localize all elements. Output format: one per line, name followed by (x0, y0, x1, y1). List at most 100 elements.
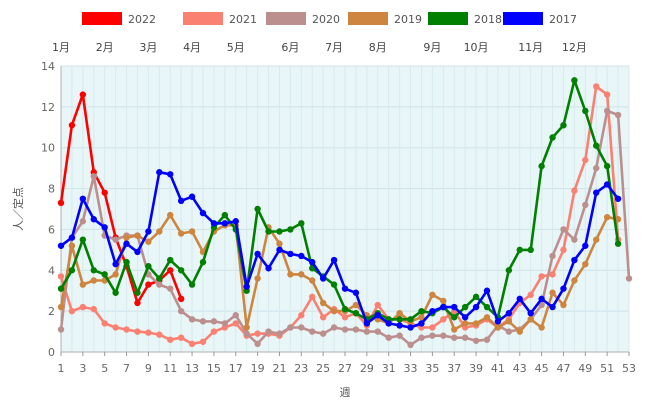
data-point (112, 324, 119, 331)
data-point (309, 328, 316, 335)
data-point (429, 324, 436, 331)
data-point (330, 324, 338, 331)
data-point (156, 331, 163, 338)
data-point (57, 242, 65, 249)
data-point (134, 289, 141, 296)
legend-item-2021[interactable]: 2021 (183, 12, 257, 26)
x-tick-label: 41 (491, 362, 505, 375)
data-point (79, 91, 87, 98)
data-point (352, 309, 360, 317)
x-tick-label: 53 (622, 362, 636, 375)
data-point (461, 303, 469, 311)
data-point (603, 213, 611, 221)
y-tick-label: 0 (48, 346, 55, 359)
x-tick-label: 1 (58, 362, 65, 375)
data-point (341, 285, 349, 292)
y-tick-label: 14 (41, 60, 55, 73)
data-point (287, 324, 294, 331)
data-point (167, 285, 174, 292)
data-point (134, 328, 141, 335)
data-point (516, 246, 523, 254)
data-point (177, 295, 185, 303)
data-point (407, 341, 414, 349)
month-labels: 1月 2月 3月 4月 5月 6月 7月 8月 9月 10月 11月 12月 (52, 41, 587, 54)
data-point (298, 220, 305, 227)
data-point (177, 334, 185, 341)
legend-item-2019[interactable]: 2019 (348, 12, 422, 26)
data-point (407, 324, 414, 331)
data-point (79, 281, 87, 288)
month-label: 9月 (423, 41, 441, 54)
data-point (614, 111, 622, 119)
data-point (440, 303, 447, 311)
data-point (112, 236, 119, 243)
data-point (516, 295, 523, 303)
legend[interactable]: 2022 2021 2020 2019 2018 2017 (82, 12, 577, 26)
data-point (79, 236, 87, 243)
month-label: 8月 (369, 41, 387, 54)
series-line-2017 (60, 170, 620, 329)
data-point (123, 258, 130, 266)
series-2017 (57, 169, 622, 331)
y-axis-title: 人／定点 (11, 187, 25, 231)
legend-item-2022[interactable]: 2022 (82, 12, 156, 26)
series-2018 (57, 77, 622, 323)
data-point (560, 226, 567, 233)
data-point (265, 265, 272, 272)
data-point (112, 260, 119, 268)
data-point (145, 263, 152, 270)
data-point (276, 330, 283, 337)
x-tick-label: 19 (251, 362, 265, 375)
month-label: 7月 (325, 41, 343, 54)
data-point (57, 303, 65, 311)
x-tick-label: 49 (578, 362, 592, 375)
data-point (298, 252, 305, 260)
month-label: 3月 (139, 41, 157, 54)
data-point (90, 305, 97, 313)
data-point (429, 291, 436, 298)
data-point (265, 328, 272, 335)
x-tick-label: 37 (447, 362, 461, 375)
y-axis-ticks: 0 2 4 6 8 10 12 14 (41, 60, 55, 359)
data-point (451, 314, 458, 321)
data-point (123, 234, 130, 241)
data-point (625, 275, 633, 282)
legend-item-2020[interactable]: 2020 (266, 12, 340, 26)
y-tick-label: 2 (48, 305, 55, 318)
data-point (156, 169, 163, 176)
data-point (560, 246, 567, 254)
data-point (582, 156, 589, 164)
data-point (560, 285, 567, 292)
data-point (516, 328, 523, 335)
data-point (276, 240, 283, 247)
legend-swatch (183, 12, 223, 25)
data-point (156, 275, 163, 282)
data-point (451, 303, 458, 311)
data-point (396, 316, 403, 323)
x-tick-label: 21 (272, 362, 286, 375)
data-point (254, 330, 261, 337)
x-tick-label: 33 (404, 362, 418, 375)
series-2020 (57, 107, 633, 349)
data-point (396, 322, 403, 329)
data-point (221, 220, 229, 227)
data-point (549, 303, 556, 311)
data-point (352, 326, 360, 333)
data-point (461, 320, 469, 327)
data-point (472, 337, 480, 344)
legend-item-2018[interactable]: 2018 (428, 12, 502, 26)
data-point (145, 228, 152, 235)
data-point (276, 246, 283, 254)
data-point (549, 289, 556, 296)
data-point (538, 301, 545, 309)
legend-item-2017[interactable]: 2017 (503, 12, 577, 26)
data-point (57, 273, 65, 280)
data-point (582, 201, 589, 209)
data-point (287, 226, 294, 233)
series-lines (57, 77, 633, 349)
data-point (68, 267, 76, 274)
data-point (167, 211, 174, 219)
data-point (287, 271, 294, 278)
data-point (79, 303, 87, 311)
